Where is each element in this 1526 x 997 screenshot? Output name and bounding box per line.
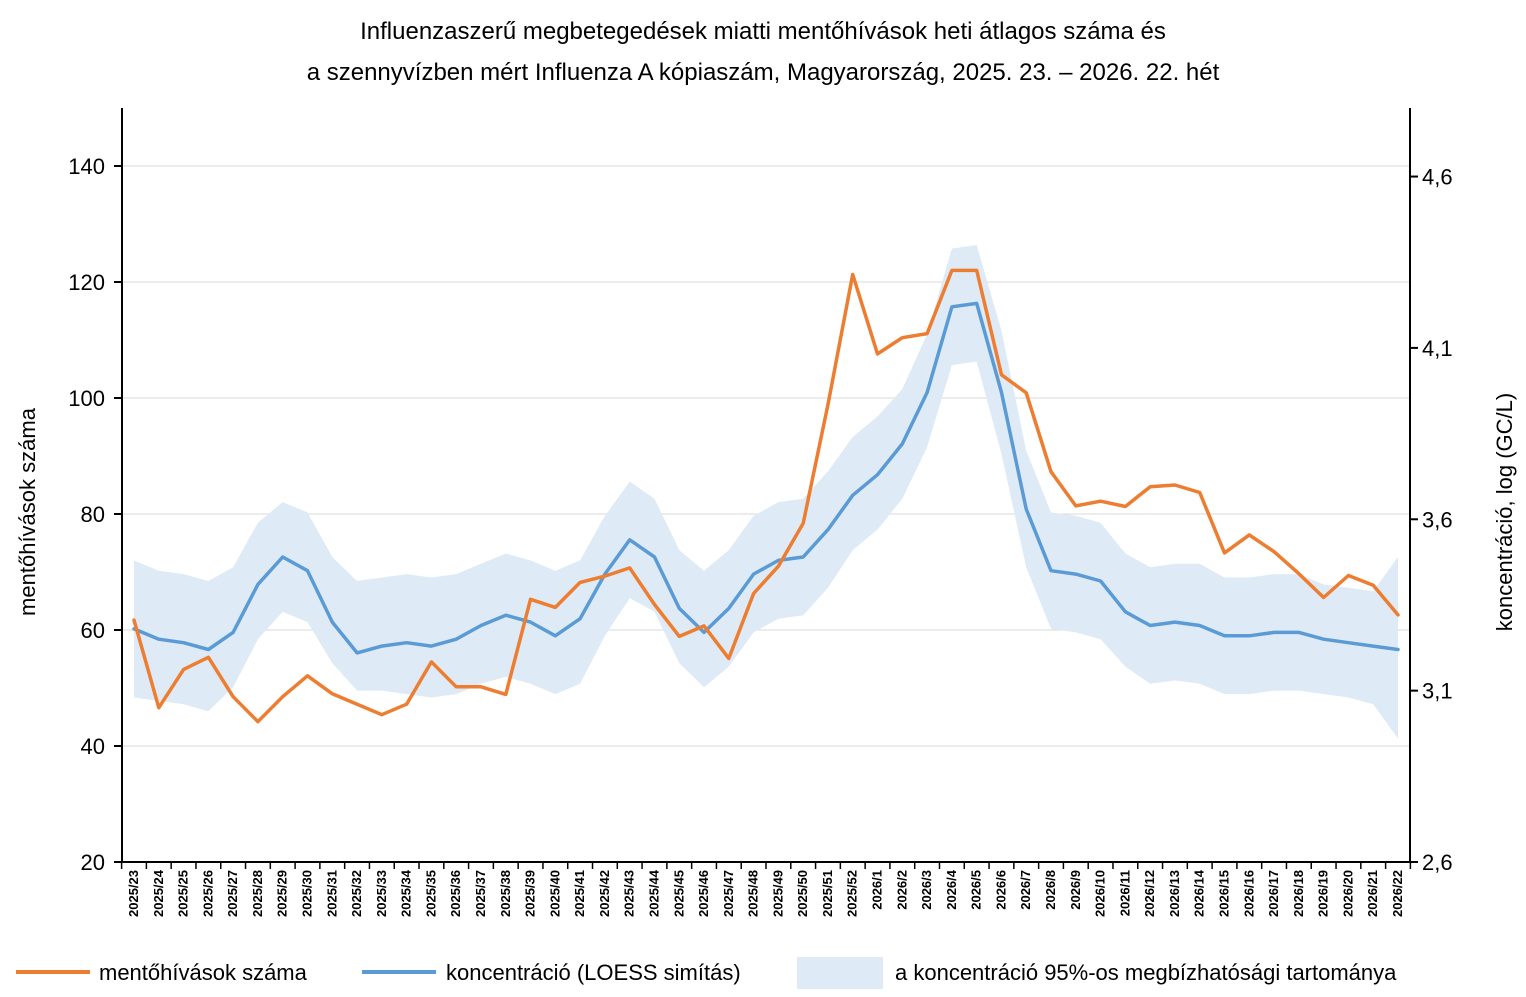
x-tick-label: 2025/49 [770, 870, 785, 917]
x-tick-label: 2026/15 [1217, 870, 1232, 917]
left-tick-label: 20 [81, 850, 105, 875]
x-tick-label: 2025/48 [746, 870, 761, 917]
axes [121, 108, 1411, 863]
x-tick-label: 2025/43 [622, 870, 637, 917]
x-tick-label: 2026/19 [1316, 870, 1331, 917]
legend: mentőhívások száma koncentráció (LOESS s… [16, 957, 1397, 989]
x-tick-label: 2025/26 [200, 870, 215, 917]
x-tick-label: 2025/32 [349, 870, 364, 917]
x-tick-label: 2025/33 [374, 870, 389, 917]
x-tick-label: 2025/35 [423, 870, 438, 917]
x-tick-label: 2025/37 [473, 870, 488, 917]
series-line-concentration [132, 301, 1400, 655]
x-tick-label: 2026/9 [1068, 870, 1083, 910]
x-tick-label: 2026/18 [1291, 870, 1306, 917]
x-tick-label: 2025/28 [250, 870, 265, 917]
x-tick-label: 2026/12 [1142, 870, 1157, 917]
x-tick-label: 2025/46 [696, 870, 711, 917]
right-tick-label: 4,6 [1422, 165, 1453, 190]
x-tick-label: 2026/5 [969, 870, 984, 910]
x-tick-label: 2025/42 [597, 870, 612, 917]
left-tick-label: 120 [68, 270, 105, 295]
x-tick-label: 2026/22 [1390, 870, 1405, 917]
legend-swatch-band [797, 957, 883, 989]
x-tick-label: 2025/30 [300, 870, 315, 917]
x-tick-label: 2025/36 [448, 870, 463, 917]
x-tick-label: 2025/44 [647, 869, 662, 917]
right-tick-label: 4,1 [1422, 336, 1453, 361]
x-tick-label: 2025/31 [324, 870, 339, 917]
left-tick-label: 100 [68, 386, 105, 411]
left-tick-label: 80 [81, 502, 105, 527]
x-tick-label: 2026/16 [1241, 870, 1256, 917]
x-tick-label: 2026/7 [1018, 870, 1033, 910]
x-tick-label: 2026/3 [919, 870, 934, 910]
series-layer [132, 268, 1400, 724]
left-axis-label: mentőhívások száma [15, 407, 40, 616]
series-line-calls [132, 268, 1400, 724]
right-y-ticks: 2,6 3,1 3,6 4,1 4,6 [1410, 165, 1453, 875]
x-tick-label: 2025/51 [820, 870, 835, 917]
x-tick-label: 2026/8 [1043, 870, 1058, 910]
chart-title-line-2: a szennyvízben mért Influenza A kópiaszá… [307, 59, 1220, 86]
confidence-band [134, 245, 1398, 739]
x-tick-label: 2025/45 [671, 870, 686, 917]
x-tick-label: 2026/10 [1093, 870, 1108, 917]
left-y-ticks: 20 40 60 80 100 120 140 [68, 154, 122, 875]
right-tick-label: 2,6 [1422, 850, 1453, 875]
x-tick-label: 2026/2 [894, 870, 909, 910]
x-tick-label: 2025/29 [275, 870, 290, 917]
confidence-band-layer [134, 245, 1398, 739]
x-tick-label: 2026/14 [1192, 869, 1207, 917]
x-tick-label: 2025/25 [176, 870, 191, 917]
x-tick-label: 2025/24 [151, 869, 166, 917]
x-tick-label: 2026/6 [994, 870, 1009, 910]
x-tick-label: 2026/21 [1365, 870, 1380, 917]
right-axis-label: koncentráció, log (GC/L) [1492, 393, 1517, 631]
x-ticks: 2025/23 2025/24 2025/25 2025/26 2025/27 2025/… [120, 862, 1412, 917]
left-tick-label: 60 [81, 618, 105, 643]
legend-label-concentration: koncentráció (LOESS simítás) [446, 960, 741, 985]
chart-title-line-1: Influenzaszerű megbetegedések miatti men… [360, 18, 1166, 45]
right-tick-label: 3,6 [1422, 507, 1453, 532]
legend-label-band: a koncentráció 95%-os megbízhatósági tar… [895, 960, 1397, 985]
chart-title: Influenzaszerű megbetegedések miatti men… [307, 18, 1220, 86]
x-tick-label: 2025/38 [498, 870, 513, 917]
x-tick-label: 2025/52 [845, 870, 860, 917]
x-tick-label: 2026/13 [1167, 870, 1182, 917]
x-tick-label: 2025/40 [547, 870, 562, 917]
x-tick-label: 2025/23 [126, 870, 141, 917]
left-tick-label: 140 [68, 154, 105, 179]
x-tick-label: 2026/4 [944, 869, 959, 910]
x-tick-label: 2026/11 [1117, 870, 1132, 916]
right-tick-label: 3,1 [1422, 679, 1453, 704]
x-tick-label: 2025/41 [572, 870, 587, 917]
left-tick-label: 40 [81, 734, 105, 759]
x-tick-label: 2025/39 [523, 870, 538, 917]
x-tick-label: 2025/34 [399, 869, 414, 917]
legend-label-calls: mentőhívások száma [99, 960, 308, 985]
x-tick-label: 2025/50 [795, 870, 810, 917]
x-tick-label: 2026/20 [1340, 870, 1355, 917]
x-tick-label: 2025/27 [225, 870, 240, 917]
x-tick-label: 2025/47 [721, 870, 736, 917]
x-tick-label: 2026/1 [870, 870, 885, 910]
x-tick-label: 2026/17 [1266, 870, 1281, 917]
